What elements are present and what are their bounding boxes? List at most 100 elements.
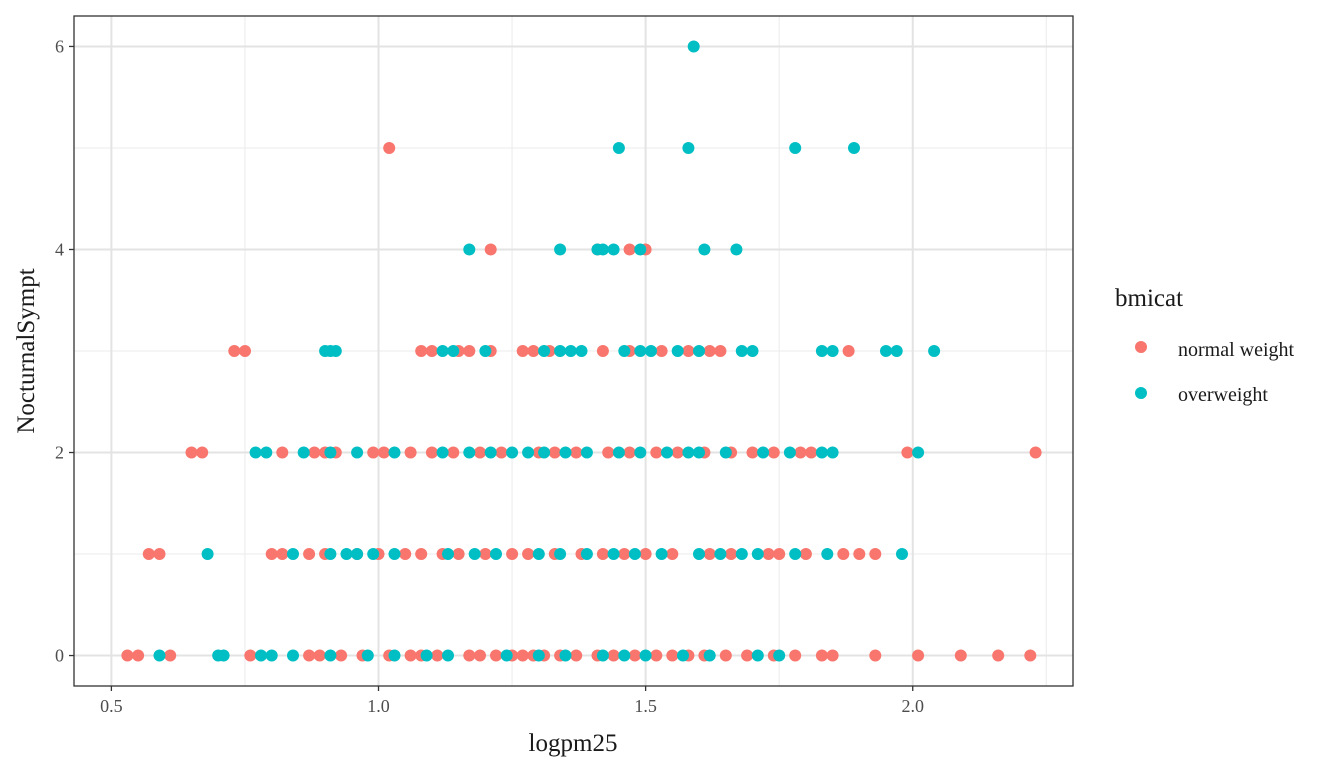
point-overweight: [612, 142, 625, 154]
point-normal-weight: [479, 548, 492, 560]
point-overweight: [217, 649, 230, 662]
point-overweight: [789, 142, 802, 154]
point-normal-weight: [719, 649, 732, 662]
point-overweight: [324, 446, 337, 459]
point-normal-weight: [570, 649, 583, 662]
point-overweight: [442, 548, 454, 560]
point-normal-weight: [703, 345, 716, 357]
y-tick-label: 2: [55, 443, 64, 463]
point-overweight: [634, 345, 647, 357]
point-normal-weight: [495, 446, 508, 459]
point-overweight: [367, 548, 380, 560]
point-overweight: [618, 649, 631, 662]
point-normal-weight: [837, 548, 850, 560]
point-overweight: [682, 446, 695, 459]
point-overweight: [896, 548, 908, 560]
point-normal-weight: [516, 345, 529, 357]
point-normal-weight: [265, 548, 278, 560]
point-overweight: [677, 649, 689, 662]
point-overweight: [751, 649, 764, 662]
point-normal-weight: [313, 649, 326, 662]
point-normal-weight: [425, 345, 438, 357]
point-overweight: [618, 345, 631, 357]
point-overweight: [634, 243, 647, 256]
point-normal-weight: [815, 649, 828, 662]
point-overweight: [634, 446, 647, 459]
point-overweight: [436, 345, 449, 357]
point-normal-weight: [132, 649, 145, 662]
y-axis-ticks: 0 2 4 6: [55, 36, 74, 666]
point-overweight: [559, 649, 572, 662]
point-normal-weight: [746, 446, 759, 459]
point-normal-weight: [276, 548, 289, 560]
legend: bmicat normal weight overweight: [1115, 285, 1295, 406]
point-normal-weight: [714, 345, 727, 357]
point-normal-weight: [196, 446, 209, 459]
point-overweight: [554, 345, 567, 357]
point-normal-weight: [463, 649, 476, 662]
point-overweight: [260, 446, 273, 459]
point-normal-weight: [596, 548, 609, 560]
point-normal-weight: [399, 548, 412, 560]
point-overweight: [607, 243, 620, 256]
point-overweight: [730, 243, 743, 256]
point-normal-weight: [484, 243, 497, 256]
point-normal-weight: [682, 345, 695, 357]
point-overweight: [463, 243, 476, 256]
point-overweight: [388, 548, 401, 560]
point-overweight: [324, 649, 337, 662]
point-normal-weight: [335, 649, 348, 662]
x-tick-label: 2.0: [901, 696, 924, 716]
data-points: [121, 40, 1042, 662]
point-normal-weight: [741, 649, 754, 662]
point-normal-weight: [153, 548, 166, 560]
point-overweight: [655, 548, 668, 560]
point-normal-weight: [671, 446, 684, 459]
point-normal-weight: [853, 548, 866, 560]
point-overweight: [693, 446, 705, 459]
point-overweight: [484, 446, 497, 459]
point-overweight: [789, 548, 802, 560]
point-overweight: [522, 446, 535, 459]
point-normal-weight: [548, 446, 561, 459]
point-normal-weight: [623, 243, 636, 256]
point-normal-weight: [725, 548, 738, 560]
point-normal-weight: [308, 446, 321, 459]
point-overweight: [751, 548, 764, 560]
point-normal-weight: [623, 446, 636, 459]
point-overweight: [698, 243, 711, 256]
point-overweight: [490, 548, 502, 560]
point-overweight: [442, 649, 454, 662]
legend-label-overweight: overweight: [1178, 384, 1268, 406]
panel-border: [73, 15, 1074, 687]
point-normal-weight: [490, 649, 502, 662]
legend-label-normal-weight: normal weight: [1178, 339, 1295, 361]
point-overweight: [287, 548, 299, 560]
point-overweight: [153, 649, 166, 662]
point-overweight: [848, 142, 860, 154]
point-normal-weight: [767, 446, 780, 459]
point-overweight: [596, 649, 609, 662]
point-normal-weight: [842, 345, 855, 357]
point-normal-weight: [666, 649, 679, 662]
point-overweight: [735, 548, 748, 560]
point-overweight: [297, 446, 310, 459]
point-normal-weight: [1024, 649, 1037, 662]
point-overweight: [538, 345, 551, 357]
legend-key-overweight: [1135, 387, 1147, 399]
legend-key-normal-weight: [1135, 341, 1147, 353]
point-normal-weight: [276, 446, 289, 459]
point-overweight: [479, 345, 492, 357]
point-overweight: [554, 243, 567, 256]
point-normal-weight: [650, 446, 663, 459]
point-overweight: [693, 345, 705, 357]
point-normal-weight: [901, 446, 914, 459]
point-overweight: [596, 243, 609, 256]
point-overweight: [682, 142, 695, 154]
point-normal-weight: [452, 548, 465, 560]
point-overweight: [826, 446, 839, 459]
point-overweight: [500, 649, 513, 662]
point-normal-weight: [303, 548, 316, 560]
point-overweight: [506, 446, 519, 459]
